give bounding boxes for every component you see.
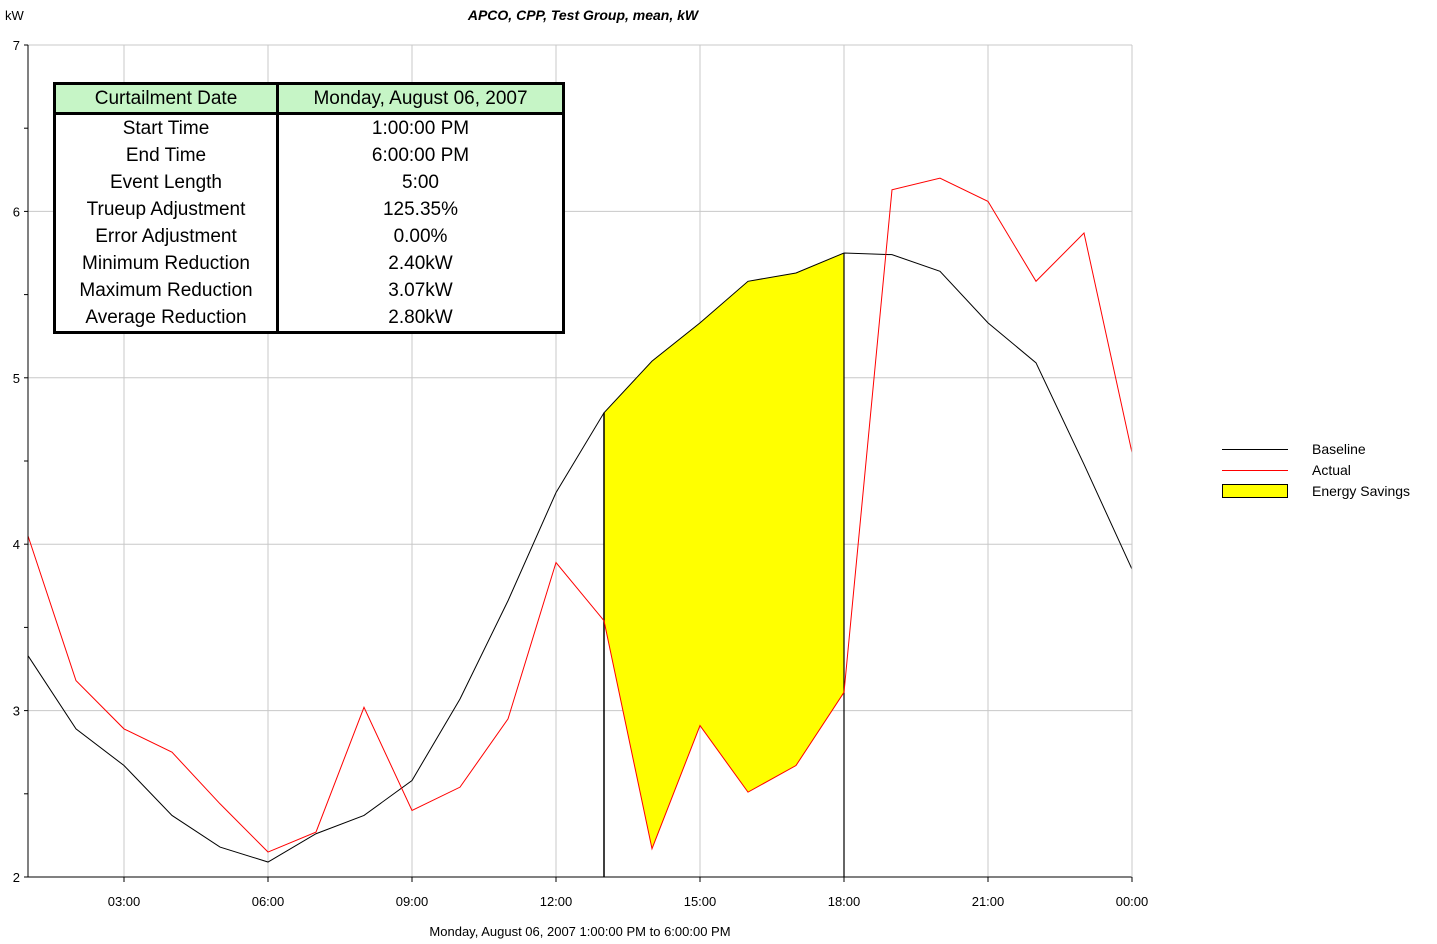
x-tick-label: 00:00 bbox=[1116, 894, 1149, 909]
series-lines bbox=[27, 177, 1133, 863]
legend-label-actual: Actual bbox=[1312, 461, 1351, 478]
legend: Baseline Actual Energy Savings bbox=[1222, 438, 1410, 501]
info-label: Start Time bbox=[54, 113, 279, 142]
energy-savings-polygon bbox=[604, 253, 844, 849]
info-label: Error Adjustment bbox=[54, 223, 279, 250]
info-label: End Time bbox=[54, 142, 279, 169]
axes bbox=[24, 44, 1133, 882]
legend-item-energy-savings: Energy Savings bbox=[1222, 480, 1410, 501]
info-row: Minimum Reduction 2.40kW bbox=[54, 250, 564, 277]
info-value: 0.00% bbox=[393, 226, 448, 247]
legend-item-baseline: Baseline bbox=[1222, 438, 1410, 459]
info-value: 6:00:00 PM bbox=[371, 145, 470, 166]
y-tick-label: 2 bbox=[13, 870, 20, 885]
info-table-header: Curtailment Date Monday, August 06, 2007 bbox=[54, 83, 564, 115]
chart-title: APCO, CPP, Test Group, mean, kW bbox=[467, 7, 700, 23]
info-row: Error Adjustment 0.00% bbox=[54, 223, 564, 250]
x-tick-label: 21:00 bbox=[972, 894, 1005, 909]
y-tick-label: 4 bbox=[13, 537, 20, 552]
info-row: Event Length 5:00 bbox=[54, 169, 564, 196]
info-row: Average Reduction 2.80kW bbox=[54, 304, 564, 333]
legend-swatch-actual bbox=[1222, 463, 1288, 477]
x-axis-label: Monday, August 06, 2007 1:00:00 PM to 6:… bbox=[429, 924, 730, 939]
info-label: Trueup Adjustment bbox=[54, 196, 279, 223]
x-tick-label: 12:00 bbox=[540, 894, 573, 909]
x-tick-label: 18:00 bbox=[828, 894, 861, 909]
info-row: Trueup Adjustment 125.35% bbox=[54, 196, 564, 223]
curtailment-info-table: Curtailment Date Monday, August 06, 2007… bbox=[53, 82, 565, 334]
x-tick-label: 03:00 bbox=[108, 894, 141, 909]
legend-swatch-baseline bbox=[1222, 442, 1288, 456]
info-header-value: Monday, August 06, 2007 bbox=[277, 83, 564, 115]
info-value: 5:00 bbox=[402, 172, 439, 193]
legend-label-energy-savings: Energy Savings bbox=[1312, 482, 1411, 499]
series-line-baseline bbox=[27, 252, 1133, 863]
info-label: Event Length bbox=[54, 169, 279, 196]
y-tick-label: 7 bbox=[13, 38, 20, 53]
x-tick-label: 09:00 bbox=[396, 894, 429, 909]
info-label: Maximum Reduction bbox=[54, 277, 279, 304]
x-tick-label: 15:00 bbox=[684, 894, 717, 909]
info-value: 2.40kW bbox=[388, 253, 453, 274]
info-header-label: Curtailment Date bbox=[54, 83, 279, 115]
info-value: 2.80kW bbox=[388, 307, 453, 328]
info-label: Minimum Reduction bbox=[54, 250, 279, 277]
info-value: 1:00:00 PM bbox=[371, 118, 470, 139]
energy-savings-area bbox=[603, 253, 845, 877]
info-label: Average Reduction bbox=[54, 304, 279, 333]
y-tick-label: 5 bbox=[13, 371, 20, 386]
info-row: Start Time 1:00:00 PM bbox=[54, 113, 564, 142]
y-axis-label: kW bbox=[5, 8, 25, 23]
info-value: 125.35% bbox=[382, 199, 458, 220]
y-tick-label: 6 bbox=[13, 204, 20, 219]
legend-swatch-energy-savings bbox=[1222, 483, 1288, 498]
x-tick-label: 06:00 bbox=[252, 894, 285, 909]
series-line-actual bbox=[27, 177, 1133, 853]
info-row: Maximum Reduction 3.07kW bbox=[54, 277, 564, 304]
info-value: 3.07kW bbox=[388, 280, 453, 301]
tick-labels: 2 3 4 5 6 7 03:00 06:00 09:00 12:00 15:00 18:00 21:0… bbox=[13, 38, 1149, 909]
legend-item-actual: Actual bbox=[1222, 459, 1410, 480]
y-tick-label: 3 bbox=[13, 704, 20, 719]
legend-label-baseline: Baseline bbox=[1312, 440, 1366, 457]
info-row: End Time 6:00:00 PM bbox=[54, 142, 564, 169]
